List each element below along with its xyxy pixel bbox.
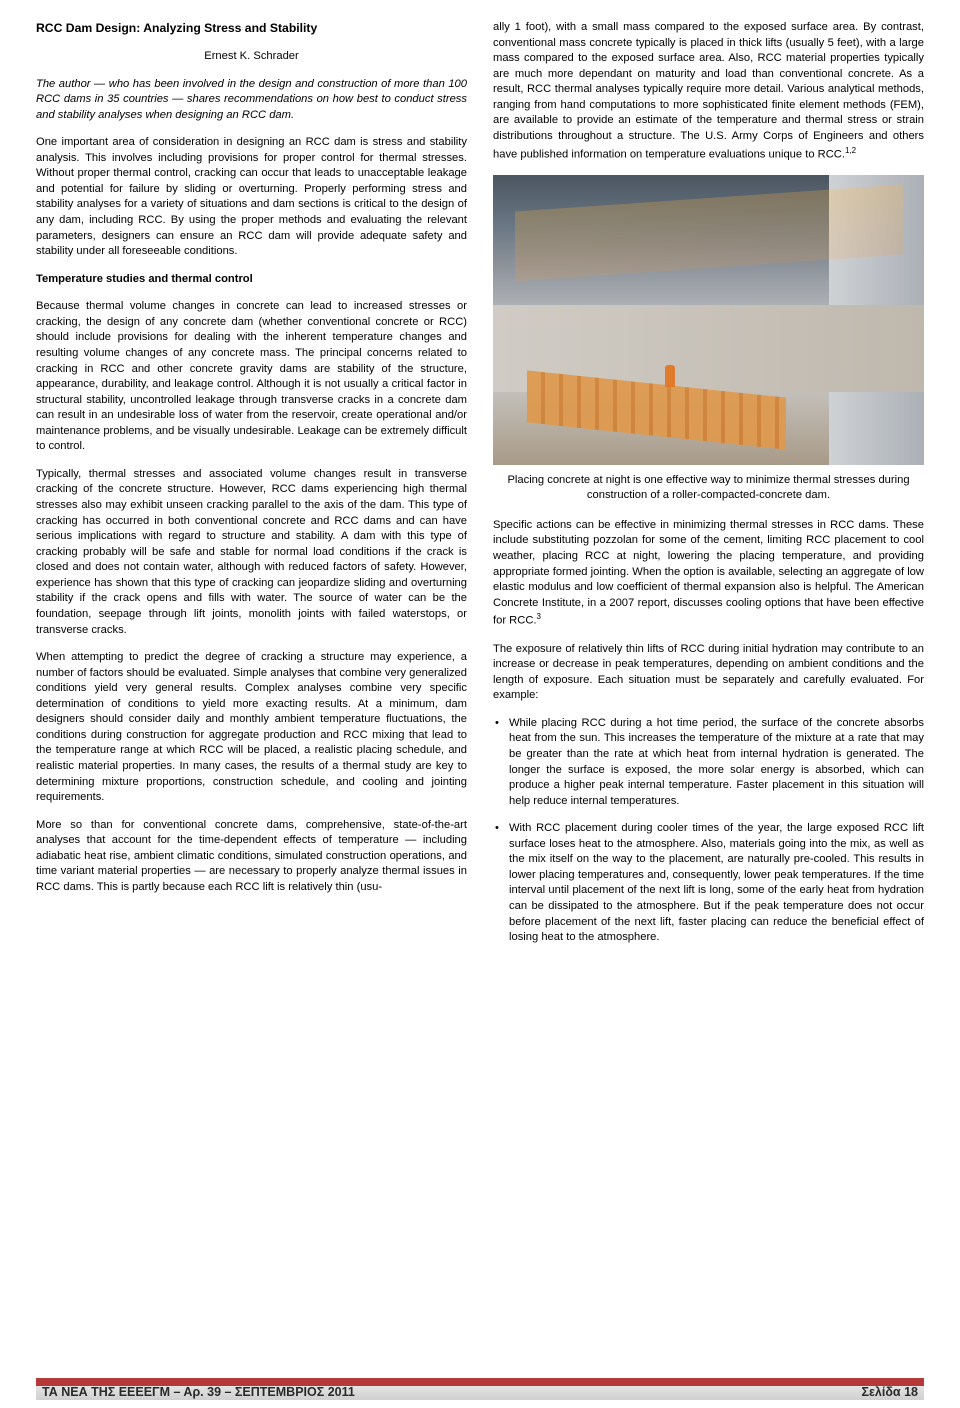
photo-worker-shape xyxy=(665,365,675,387)
intro-paragraph: The author — who has been involved in th… xyxy=(36,77,467,124)
dam-construction-photo xyxy=(493,175,924,465)
body-paragraph: Typically, thermal stresses and associat… xyxy=(36,467,467,638)
footer-right-text: Σελίδα 18 xyxy=(861,1384,918,1401)
bullet-list: While placing RCC during a hot time peri… xyxy=(493,716,924,946)
article-figure: Placing concrete at night is one effecti… xyxy=(493,175,924,504)
body-paragraph: ally 1 foot), with a small mass compared… xyxy=(493,20,924,163)
figure-caption: Placing concrete at night is one effecti… xyxy=(493,473,924,504)
section-heading: Temperature studies and thermal control xyxy=(36,272,467,288)
body-paragraph: When attempting to predict the degree of… xyxy=(36,650,467,806)
author-name: Ernest K. Schrader xyxy=(36,49,467,65)
body-paragraph: Specific actions can be effective in min… xyxy=(493,518,924,630)
reference-superscript: 1,2 xyxy=(845,146,856,155)
body-paragraph: Because thermal volume changes in concre… xyxy=(36,299,467,455)
list-item: While placing RCC during a hot time peri… xyxy=(493,716,924,809)
footer-left-text: ΤΑ ΝΕΑ ΤΗΣ ΕΕΕΕΓΜ – Αρ. 39 – ΣΕΠΤΕΜΒΡΙΟΣ… xyxy=(42,1384,355,1401)
paragraph-text: Specific actions can be effective in min… xyxy=(493,519,924,627)
body-paragraph: One important area of consideration in d… xyxy=(36,135,467,260)
list-item: With RCC placement during cooler times o… xyxy=(493,821,924,946)
article-title: RCC Dam Design: Analyzing Stress and Sta… xyxy=(36,20,467,37)
paragraph-text: ally 1 foot), with a small mass compared… xyxy=(493,21,924,160)
footer-bar: ΤΑ ΝΕΑ ΤΗΣ ΕΕΕΕΓΜ – Αρ. 39 – ΣΕΠΤΕΜΒΡΙΟΣ… xyxy=(36,1378,924,1400)
body-paragraph: More so than for conventional concrete d… xyxy=(36,818,467,896)
right-column: ally 1 foot), with a small mass compared… xyxy=(493,20,924,958)
body-paragraph: The exposure of relatively thin lifts of… xyxy=(493,642,924,704)
reference-superscript: 3 xyxy=(537,612,541,621)
left-column: RCC Dam Design: Analyzing Stress and Sta… xyxy=(36,20,467,958)
two-column-layout: RCC Dam Design: Analyzing Stress and Sta… xyxy=(36,20,924,958)
page-footer: ΤΑ ΝΕΑ ΤΗΣ ΕΕΕΕΓΜ – Αρ. 39 – ΣΕΠΤΕΜΒΡΙΟΣ… xyxy=(0,1378,960,1408)
